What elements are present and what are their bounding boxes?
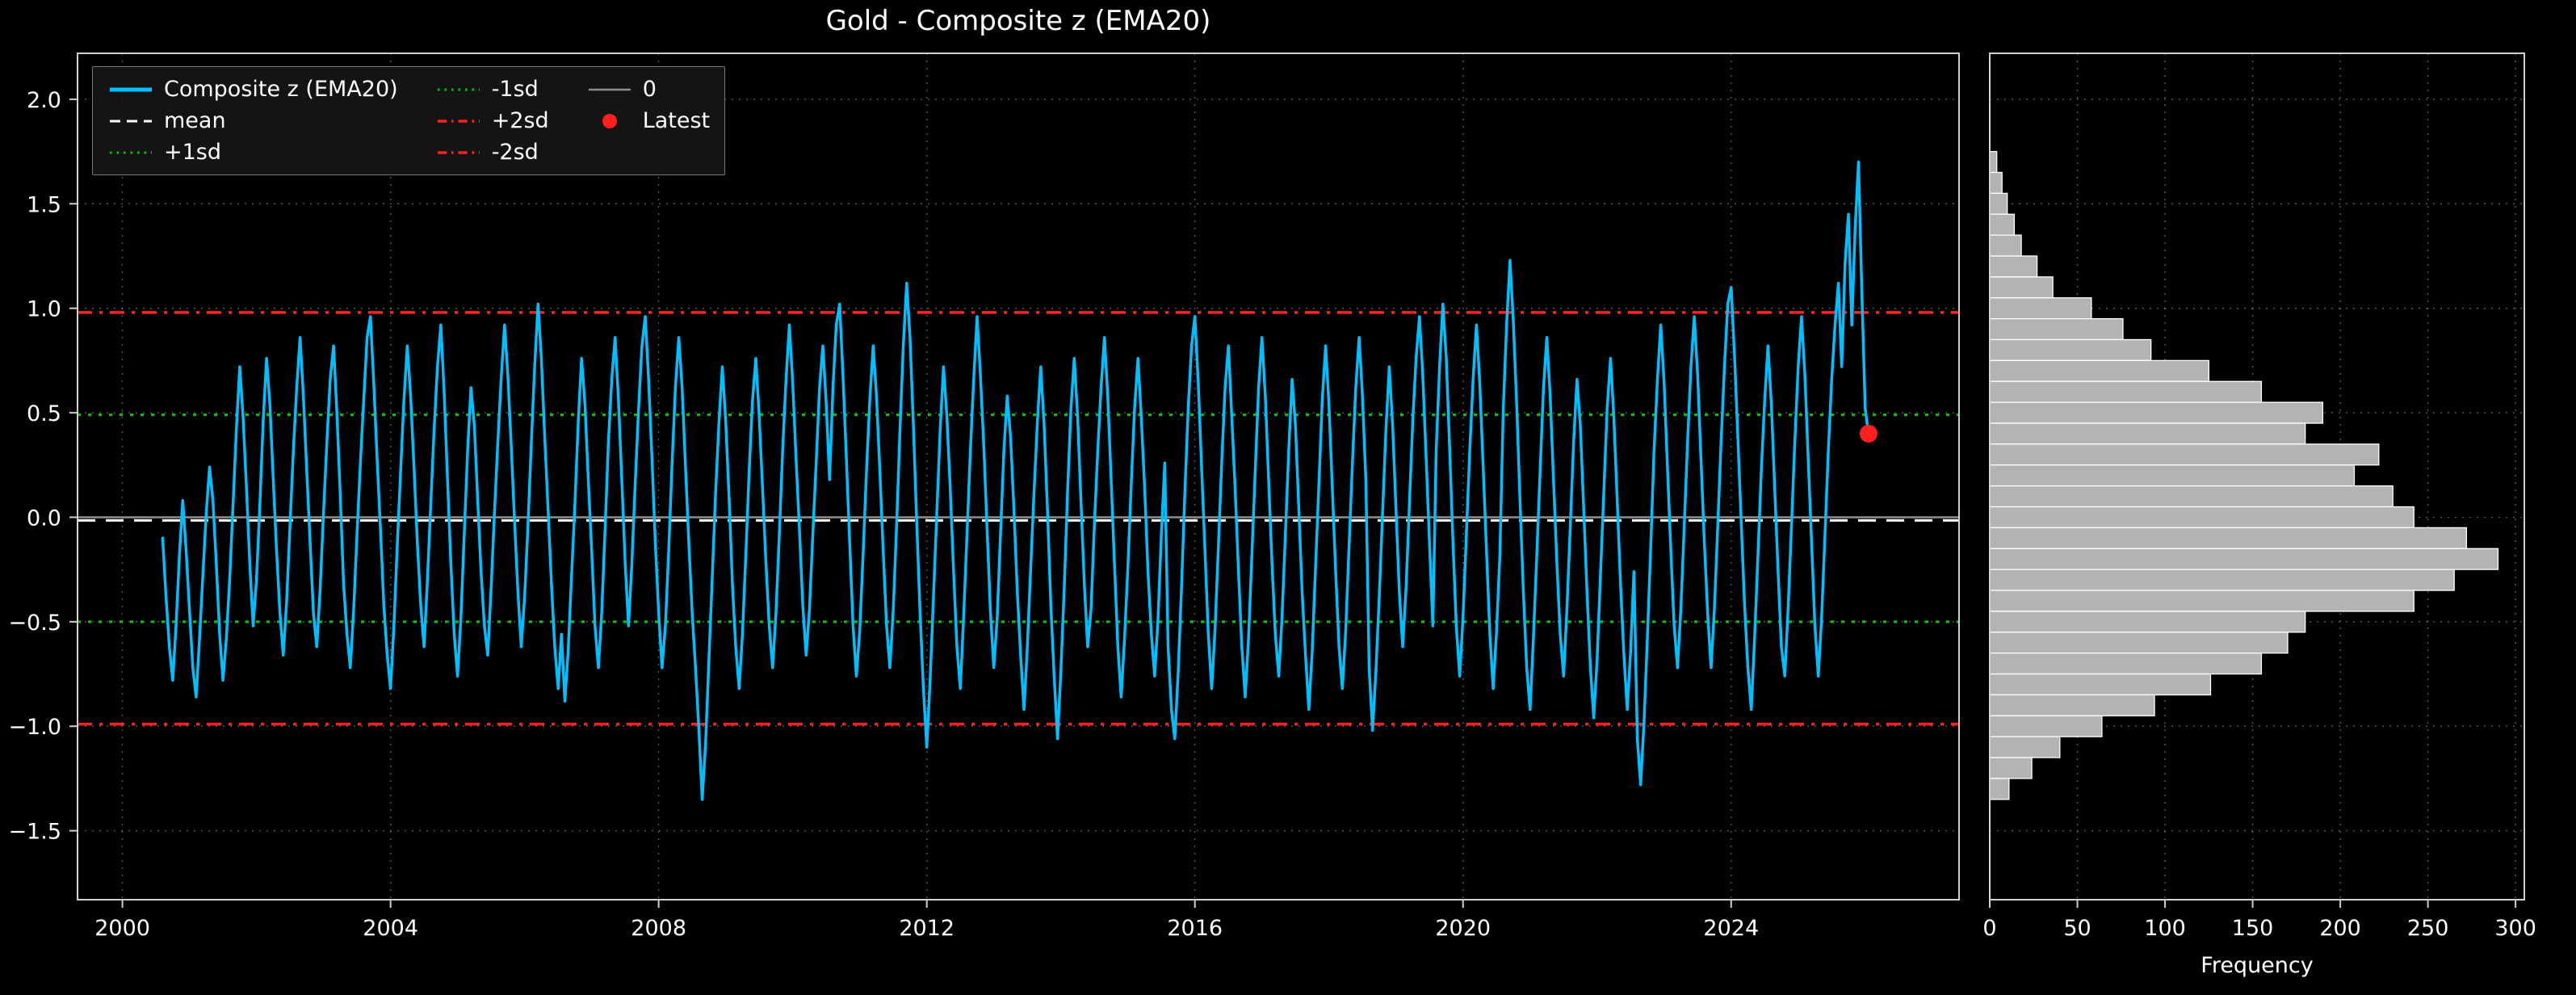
x-tick-label: 2004 — [363, 916, 418, 941]
y-tick-label: −0.5 — [8, 611, 61, 636]
legend-item: +2sd — [435, 108, 549, 133]
x-tick-label: 2000 — [94, 916, 150, 941]
histogram-bar — [1989, 569, 2455, 591]
legend-label: +1sd — [164, 140, 222, 165]
legend-marker-icon — [602, 113, 617, 128]
histogram-bar — [1989, 694, 2155, 716]
histogram-bar — [1989, 443, 2380, 466]
legend-label: -2sd — [491, 140, 539, 165]
main-axes-border — [77, 52, 1960, 901]
x-tick-label: 2016 — [1167, 916, 1223, 941]
histogram-bar — [1989, 611, 2306, 633]
histogram-bar — [1989, 673, 2212, 696]
legend-line-icon — [110, 151, 152, 153]
legend-label: Latest — [642, 108, 711, 133]
histogram-bar — [1989, 401, 2324, 424]
legend-item: 0 — [586, 77, 710, 102]
y-tick-label: −1.5 — [8, 820, 61, 845]
histogram-bar — [1989, 736, 2061, 758]
legend-label: 0 — [642, 77, 657, 102]
chart-title: Gold - Composite z (EMA20) — [825, 5, 1211, 37]
y-tick-label: 2.0 — [27, 88, 61, 113]
x-tick-label: 2020 — [1435, 916, 1491, 941]
histogram-bar — [1989, 234, 2022, 257]
hist-x-tick-label: 200 — [2319, 916, 2361, 941]
hist-x-tick-label: 300 — [2494, 916, 2536, 941]
histogram-bar — [1989, 192, 2008, 215]
histogram-bar — [1989, 422, 2306, 445]
legend-item: -1sd — [435, 77, 549, 102]
legend-item: -2sd — [435, 140, 549, 165]
histogram-x-axis-label: Frequency — [2201, 953, 2314, 978]
x-tick-label: 2024 — [1703, 916, 1759, 941]
y-tick-label: 0.5 — [27, 401, 61, 426]
histogram-bar — [1989, 548, 2499, 570]
hist-x-tick-label: 50 — [2063, 916, 2091, 941]
histogram-bar — [1989, 359, 2209, 382]
legend-label: -1sd — [491, 77, 539, 102]
histogram-bar — [1989, 255, 2038, 278]
histogram-bar — [1989, 150, 1998, 174]
legend-label: mean — [164, 108, 226, 133]
legend-label: Composite z (EMA20) — [164, 77, 398, 102]
histogram-bar — [1989, 527, 2468, 549]
histogram-bar — [1989, 338, 2152, 362]
histogram-bar — [1989, 506, 2414, 529]
histogram-bar — [1989, 213, 2016, 236]
legend-line-icon — [437, 150, 480, 154]
hist-x-tick-label: 250 — [2407, 916, 2449, 941]
legend-line-icon — [110, 87, 152, 91]
histogram-bar — [1989, 317, 2124, 341]
hist-x-tick-label: 150 — [2232, 916, 2274, 941]
legend-line-icon — [437, 119, 480, 123]
latest-marker — [1859, 424, 1877, 443]
hist-x-tick-label: 100 — [2144, 916, 2186, 941]
x-tick-label: 2012 — [899, 916, 954, 941]
y-tick-label: 0.0 — [27, 506, 61, 531]
histogram-bar — [1989, 653, 2263, 675]
histogram-bar — [1989, 297, 2092, 320]
histogram-bar — [1989, 778, 2010, 800]
histogram-bar — [1989, 485, 2393, 508]
legend-item: +1sd — [107, 140, 398, 165]
hist-axes-border — [1989, 52, 2525, 901]
y-tick-label: −1.0 — [8, 715, 61, 740]
histogram-bar — [1989, 632, 2289, 654]
legend-label: +2sd — [491, 108, 549, 133]
legend-line-icon — [437, 88, 480, 90]
legend-item: Composite z (EMA20) — [107, 77, 398, 102]
histogram-bar — [1989, 276, 2054, 299]
histogram-bar — [1989, 464, 2356, 487]
legend-item: Latest — [586, 108, 710, 133]
histogram-bar — [1989, 715, 2103, 737]
legend-line-icon — [110, 120, 152, 122]
legend-item: mean — [107, 108, 398, 133]
y-tick-label: 1.0 — [27, 297, 61, 322]
histogram-bar — [1989, 380, 2263, 403]
series-line — [161, 160, 1870, 801]
legend: Composite z (EMA20) mean +1sd -1sd +2sd -2sd 0… — [92, 66, 726, 175]
histogram-bar — [1989, 171, 2003, 195]
hist-x-tick-label: 0 — [1982, 916, 1996, 941]
legend-line-icon — [588, 88, 631, 90]
y-tick-label: 1.5 — [27, 192, 61, 217]
histogram-bar — [1989, 757, 2033, 779]
histogram-bar — [1989, 590, 2414, 612]
x-tick-label: 2008 — [631, 916, 686, 941]
